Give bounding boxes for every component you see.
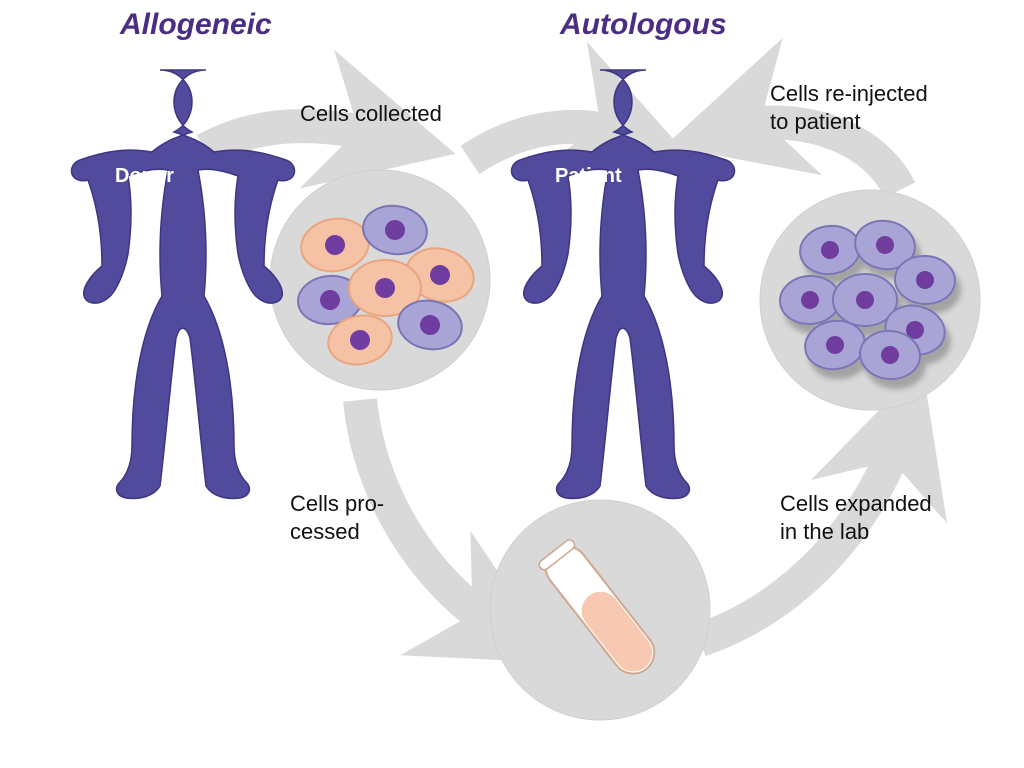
arrow-donor-to-collected [205,126,400,150]
diagram-stage: Allogeneic Autologous Donor Patient Ce [0,0,1024,768]
donor-label: Donor [115,165,174,188]
caption-cells-collected: Cells collected [300,100,442,128]
caption-cells-reinjected: Cells re-injectedto patient [770,80,928,135]
patient-label: Patient [555,165,622,188]
caption-cells-expanded: Cells expandedin the lab [780,490,932,545]
caption-cells-processed: Cells pro-cessed [290,490,384,545]
